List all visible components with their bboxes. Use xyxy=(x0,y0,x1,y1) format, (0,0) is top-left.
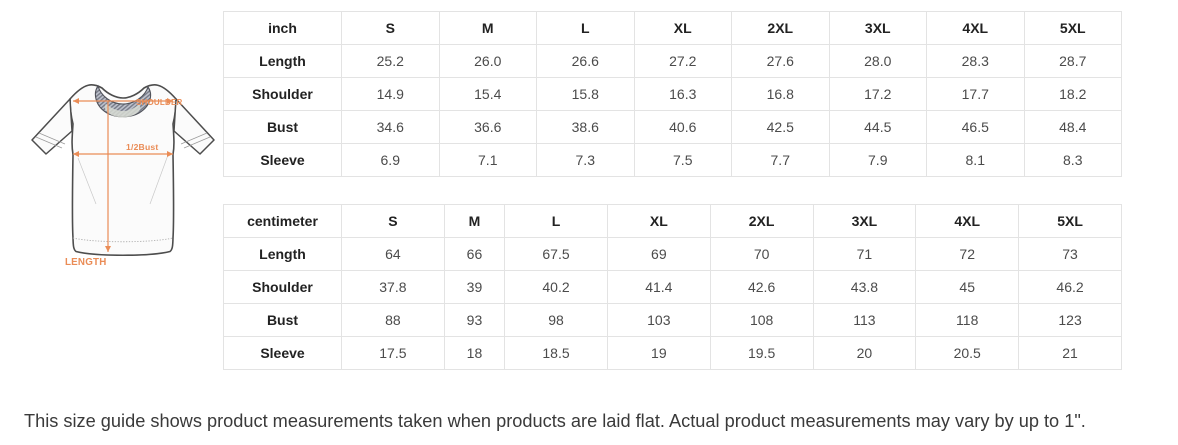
svg-text:LENGTH: LENGTH xyxy=(65,257,106,268)
svg-text:1/2Bust: 1/2Bust xyxy=(126,142,158,152)
svg-text:SHOULDER: SHOULDER xyxy=(136,98,183,107)
